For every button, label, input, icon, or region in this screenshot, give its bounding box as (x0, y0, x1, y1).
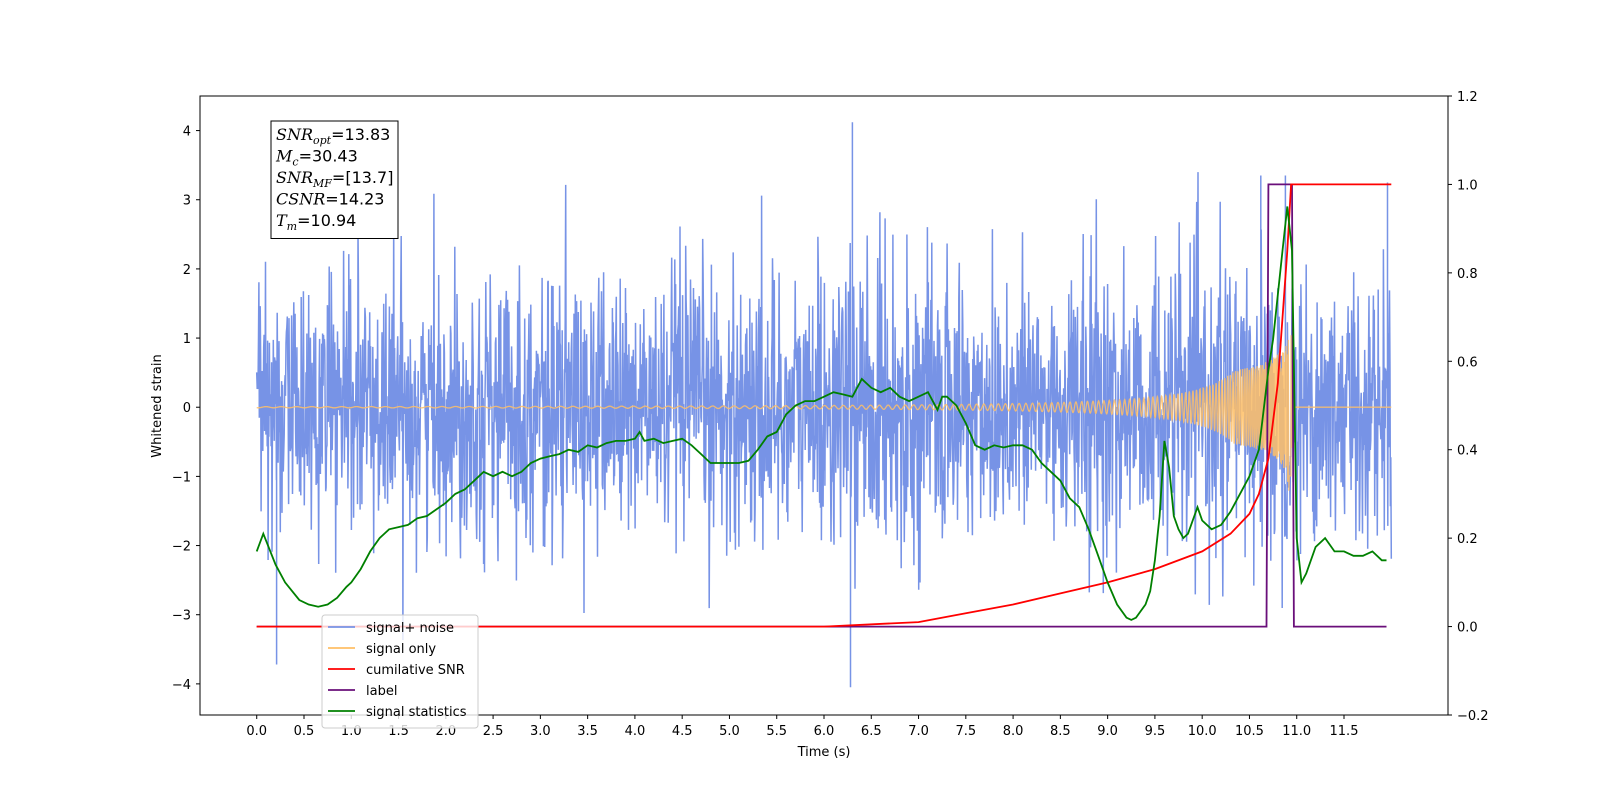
series-signal-noise (255, 122, 1393, 688)
info-line: CSNR=14.23 (276, 190, 384, 209)
plot-area (255, 122, 1393, 688)
x-axis-title: Time (s) (797, 745, 851, 760)
x-tick-label: 10.5 (1235, 724, 1264, 739)
legend-label: cumilative SNR (366, 663, 465, 678)
x-tick-label: 8.5 (1050, 724, 1071, 739)
y2-tick-label: −0.2 (1457, 709, 1489, 724)
y-tick-label: 1 (183, 332, 191, 347)
x-tick-label: 7.5 (955, 724, 976, 739)
y-tick-label: 3 (183, 194, 191, 209)
legend-frame (321, 614, 479, 729)
y-tick-label: −1 (172, 470, 191, 485)
series-label (256, 183, 1387, 628)
legend: signal+ noise signal only cumilative SNR la… (321, 614, 479, 729)
x-tick-label: 3.5 (577, 724, 598, 739)
y-tick-label: 2 (183, 263, 191, 278)
info-line: SNRMF=[13.7] (276, 168, 393, 190)
series-cumulative-snr (256, 183, 1392, 628)
y-tick-label: −4 (172, 678, 191, 693)
x-tick-label: 6.5 (861, 724, 882, 739)
info-line: SNRopt=13.83 (276, 125, 390, 147)
legend-label: signal+ noise (366, 621, 454, 636)
x-tick-label: 0.5 (294, 724, 315, 739)
series-signal-statistics (255, 206, 1387, 621)
y-tick-label: −2 (172, 540, 191, 555)
y-tick-label: 4 (183, 125, 191, 140)
info-line: Mc=30.43 (275, 147, 358, 169)
legend-label: signal statistics (366, 705, 467, 720)
x-tick-label: 5.5 (766, 724, 787, 739)
x-tick-label: 4.5 (672, 724, 693, 739)
x-tick-label: 0.0 (246, 724, 267, 739)
y-axis-title: Whitened strain (150, 354, 165, 457)
series-signal-only (256, 335, 1392, 491)
info-line: Tm=10.94 (276, 211, 356, 233)
y2-tick-label: 0.6 (1457, 355, 1478, 370)
info-box: SNRopt=13.83Mc=30.43SNRMF=[13.7]CSNR=14.… (270, 120, 399, 239)
y2-tick-label: 0.2 (1457, 532, 1478, 547)
x-tick-label: 4.0 (625, 724, 646, 739)
y2-tick-label: 0.8 (1457, 267, 1478, 282)
x-tick-label: 11.0 (1282, 724, 1311, 739)
y2-tick-label: 0.0 (1457, 621, 1478, 636)
x-tick-label: 9.0 (1097, 724, 1118, 739)
x-tick-label: 9.5 (1145, 724, 1166, 739)
y2-tick-label: 1.2 (1457, 90, 1478, 105)
x-tick-label: 10.0 (1188, 724, 1217, 739)
y2-tick-label: 1.0 (1457, 178, 1478, 193)
legend-label: signal only (366, 642, 436, 657)
x-tick-label: 3.0 (530, 724, 551, 739)
info-box-frame (270, 120, 399, 239)
y-tick-label: −3 (172, 609, 191, 624)
x-tick-label: 5.0 (719, 724, 740, 739)
y2-tick-label: 0.4 (1457, 444, 1478, 459)
x-tick-label: 8.0 (1003, 724, 1024, 739)
legend-label: label (366, 684, 397, 699)
x-tick-label: 6.0 (814, 724, 835, 739)
x-tick-label: 2.5 (483, 724, 504, 739)
y-tick-label: 0 (183, 401, 191, 416)
x-tick-label: 7.0 (908, 724, 929, 739)
x-tick-label: 11.5 (1330, 724, 1359, 739)
